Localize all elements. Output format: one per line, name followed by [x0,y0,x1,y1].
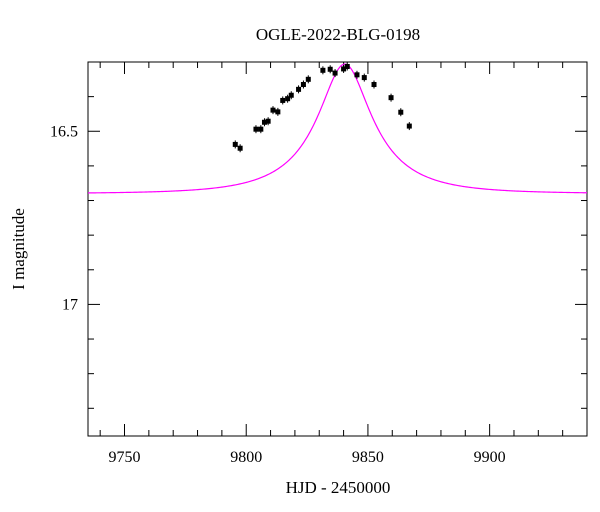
data-point [232,140,238,149]
point-marker [398,109,404,115]
data-point [361,73,367,82]
data-point [253,125,259,134]
data-point [237,144,243,153]
data-point [280,96,286,105]
point-marker [261,119,267,125]
chart-title: OGLE-2022-BLG-0198 [256,25,420,44]
axis-ticks [88,61,588,436]
point-marker [305,76,311,82]
x-axis-label: HJD - 2450000 [286,478,391,497]
data-point [296,85,302,94]
data-point [285,94,291,103]
data-point [270,106,276,115]
data-point [371,80,377,89]
data-point [320,66,326,75]
point-marker [371,82,377,88]
point-marker [406,123,412,129]
x-tick-label: 9850 [352,449,384,466]
point-marker [300,82,306,88]
point-marker [237,145,243,151]
data-point [261,118,267,127]
data-point [354,70,360,79]
data-points [232,62,412,153]
point-marker [296,86,302,92]
point-marker [258,126,264,132]
point-marker [354,72,360,78]
data-point [300,80,306,89]
point-marker [361,75,367,81]
data-point [388,93,394,102]
data-point [327,65,333,74]
x-tick-label: 9900 [474,449,506,466]
y-axis-label: I magnitude [9,208,28,290]
data-point [406,122,412,131]
y-tick-label: 16.5 [50,123,78,140]
data-point [275,107,281,116]
point-marker [388,95,394,101]
x-tick-label: 9750 [109,449,141,466]
data-point [258,125,264,134]
data-point [288,91,294,100]
plot-frame [87,61,588,437]
point-marker [270,107,276,113]
data-point [398,108,404,117]
point-marker [275,109,281,115]
x-tick-label: 9800 [230,449,262,466]
point-marker [280,97,286,103]
point-marker [265,118,271,124]
point-marker [288,92,294,98]
point-marker [253,126,259,132]
data-point [341,64,347,73]
data-point [344,62,350,71]
point-marker [232,141,238,147]
point-marker [344,64,350,70]
data-point [265,117,271,126]
data-point [305,75,311,84]
point-marker [285,96,291,102]
data-point [332,69,338,78]
model-curve [87,63,588,194]
axis-tick-labels: 9750 9800 9850 9900 16.5 17 [50,123,506,466]
point-marker [341,66,347,72]
point-marker [320,67,326,73]
y-tick-label: 17 [62,296,78,313]
point-marker [327,66,333,72]
point-marker [332,70,338,76]
